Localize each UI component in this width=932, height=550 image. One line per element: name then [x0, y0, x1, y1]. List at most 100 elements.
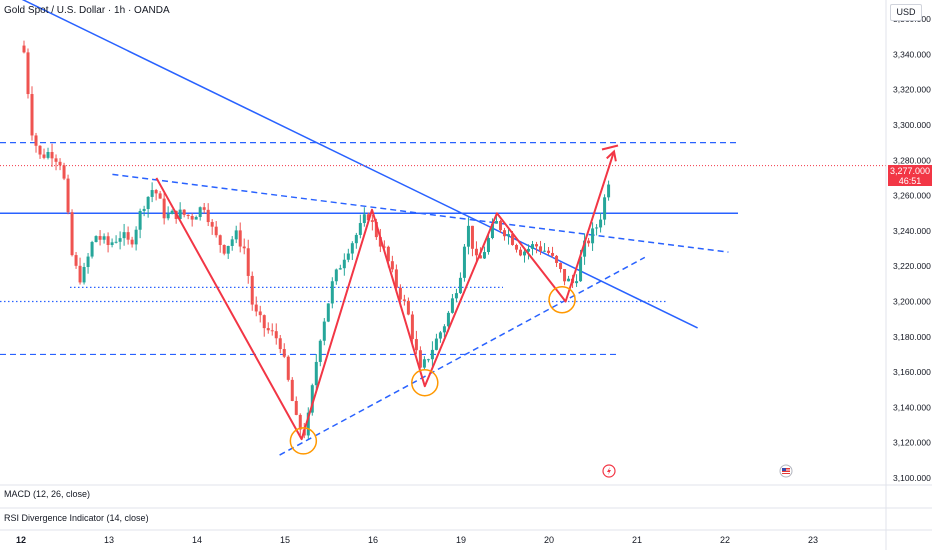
candle-body-120 [502, 230, 506, 237]
candle-body-73 [314, 361, 318, 386]
candle-body-114 [478, 255, 482, 259]
candle-body-107 [450, 298, 454, 313]
candle-body-112 [470, 225, 474, 249]
currency-button[interactable]: USD [890, 4, 922, 21]
candle-body-78 [334, 269, 338, 282]
time-tick-4: 16 [368, 535, 378, 545]
candle-body-85 [362, 214, 366, 224]
candle-body-44 [198, 207, 202, 217]
candle-body-67 [290, 379, 294, 401]
candle-body-145 [603, 197, 607, 220]
candle-body-32 [150, 190, 154, 197]
time-tick-3: 15 [280, 535, 290, 545]
time-tick-1: 13 [104, 535, 114, 545]
time-tick-8: 22 [720, 535, 730, 545]
candle-body-116 [486, 238, 490, 253]
candle-body-12 [70, 212, 74, 256]
candle-body-61 [266, 328, 270, 331]
pivot-circle-1 [411, 368, 439, 397]
candle-body-25 [122, 232, 126, 239]
time-tick-5: 19 [456, 535, 466, 545]
candle-body-29 [138, 210, 142, 230]
candle-body-117 [490, 223, 494, 239]
candle-body-119 [498, 221, 502, 231]
candle-body-43 [194, 216, 198, 220]
candle-body-71 [306, 412, 310, 436]
candle-body-141 [587, 240, 591, 244]
candle-body-59 [258, 311, 262, 316]
candle-body-28 [134, 229, 138, 245]
candle-body-3 [34, 135, 38, 146]
candle-body-99 [418, 350, 422, 368]
candle-body-14 [78, 265, 82, 283]
candle-body-76 [326, 303, 330, 322]
horizontal-levels [0, 142, 738, 356]
zigzag-arrowhead [606, 149, 617, 162]
candle-body-49 [218, 235, 222, 245]
candle-body-62 [270, 330, 274, 332]
candle-body-102 [430, 349, 434, 360]
price-tick-11: 3,320.000 [893, 85, 931, 95]
macd-indicator-label[interactable]: MACD (12, 26, close) [4, 489, 91, 499]
candle-body-20 [102, 236, 106, 240]
candle-body-55 [242, 246, 246, 249]
trend-lines [21, 0, 729, 456]
candles [22, 40, 611, 439]
candle-body-1 [26, 52, 30, 95]
candle-body-63 [274, 331, 278, 339]
candle-body-60 [262, 315, 266, 329]
rsi-indicator-label[interactable]: RSI Divergence Indicator (14, close) [4, 513, 149, 523]
candle-body-17 [90, 242, 94, 257]
candle-body-54 [238, 230, 242, 247]
candle-body-109 [458, 277, 462, 294]
candle-body-90 [382, 246, 386, 248]
candle-body-35 [162, 198, 166, 219]
zigzag-arrow-tail [601, 144, 619, 151]
price-tick-9: 3,280.000 [893, 155, 931, 165]
candle-body-88 [374, 221, 378, 238]
time-tick-0: 12 [16, 535, 26, 545]
candle-body-101 [426, 359, 430, 361]
candle-body-68 [294, 400, 298, 415]
candle-body-77 [330, 281, 334, 304]
candle-body-5 [42, 154, 46, 158]
candle-body-111 [466, 225, 470, 247]
price-tick-6: 3,220.000 [893, 261, 931, 271]
price-tick-3: 3,160.000 [893, 367, 931, 377]
candle-body-31 [146, 196, 150, 209]
last-price-value: 3,277.000 [889, 166, 931, 176]
candle-body-108 [454, 293, 458, 299]
candle-body-27 [130, 239, 134, 245]
candle-body-56 [246, 248, 250, 276]
candle-body-45 [202, 207, 206, 210]
candle-body-75 [322, 321, 326, 341]
candle-body-144 [599, 219, 603, 228]
candle-body-37 [170, 210, 174, 215]
candle-body-128 [535, 244, 539, 247]
candle-body-95 [402, 299, 406, 301]
candle-body-6 [46, 152, 50, 158]
candle-body-74 [318, 340, 322, 362]
time-tick-9: 23 [808, 535, 818, 545]
time-axis: 12 13 14 15 16 19 20 21 22 23 [16, 535, 818, 545]
candle-body-146 [607, 184, 611, 198]
candle-body-33 [154, 190, 158, 194]
candle-body-23 [114, 241, 118, 243]
candle-body-41 [186, 214, 190, 217]
price-tick-12: 3,340.000 [893, 49, 931, 59]
candle-body-124 [519, 249, 522, 256]
candle-body-115 [482, 252, 486, 259]
candle-body-34 [158, 193, 162, 199]
price-tick-7: 3,240.000 [893, 226, 931, 236]
candle-body-80 [342, 259, 346, 269]
candle-body-52 [230, 239, 234, 246]
candle-body-100 [422, 359, 426, 368]
price-tick-10: 3,300.000 [893, 120, 931, 130]
candle-body-131 [547, 250, 551, 253]
candle-body-133 [555, 255, 559, 263]
candle-body-9 [58, 161, 62, 166]
time-tick-2: 14 [192, 535, 202, 545]
candle-body-91 [386, 246, 390, 262]
